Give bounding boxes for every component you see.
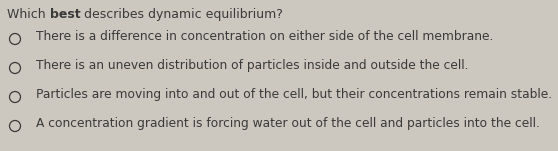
Text: describes dynamic equilibrium?: describes dynamic equilibrium? — [80, 8, 283, 21]
Text: Particles are moving into and out of the cell, but their concentrations remain s: Particles are moving into and out of the… — [36, 88, 552, 101]
Text: best: best — [50, 8, 80, 21]
Text: A concentration gradient is forcing water out of the cell and particles into the: A concentration gradient is forcing wate… — [36, 117, 540, 130]
Text: There is a difference in concentration on either side of the cell membrane.: There is a difference in concentration o… — [36, 30, 493, 43]
Text: There is an uneven distribution of particles inside and outside the cell.: There is an uneven distribution of parti… — [36, 59, 469, 72]
Text: Which: Which — [7, 8, 50, 21]
